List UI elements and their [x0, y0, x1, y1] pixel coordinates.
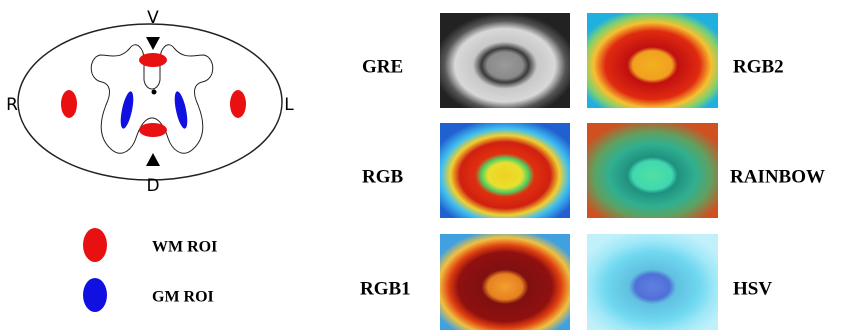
- central-canal: [152, 90, 157, 95]
- image-rgb: [440, 123, 570, 218]
- wm-roi: [139, 53, 167, 67]
- wm-roi: [61, 90, 77, 118]
- image-label: RAINBOW: [730, 166, 825, 187]
- wm-roi: [230, 90, 246, 118]
- image-label: RGB1: [360, 278, 411, 299]
- image-label: HSV: [733, 278, 772, 299]
- image-hsv: [587, 234, 718, 330]
- legend-label: GM ROI: [152, 289, 214, 306]
- label-d: D: [146, 176, 159, 196]
- image-gre: [440, 13, 570, 108]
- gm-roi: [172, 90, 190, 129]
- label-v: V: [147, 8, 159, 28]
- image-rainbow: [587, 123, 718, 218]
- image-label: RGB2: [733, 56, 784, 77]
- arrow-bottom: [146, 153, 160, 166]
- gm-roi: [118, 90, 136, 129]
- image-label: GRE: [362, 56, 403, 77]
- legend-label: WM ROI: [152, 239, 217, 256]
- image-rgb2: [587, 13, 718, 108]
- figure: V D R L WM ROI GM ROI GRE RGB2 RGB RAINB…: [0, 0, 855, 335]
- image-rgb1: [440, 234, 570, 330]
- legend-swatch: [83, 278, 107, 312]
- arrow-top: [146, 37, 160, 50]
- label-r: R: [6, 95, 18, 115]
- image-label: RGB: [362, 166, 404, 187]
- label-l: L: [284, 95, 294, 115]
- wm-roi: [139, 123, 167, 137]
- legend-swatch: [83, 228, 107, 262]
